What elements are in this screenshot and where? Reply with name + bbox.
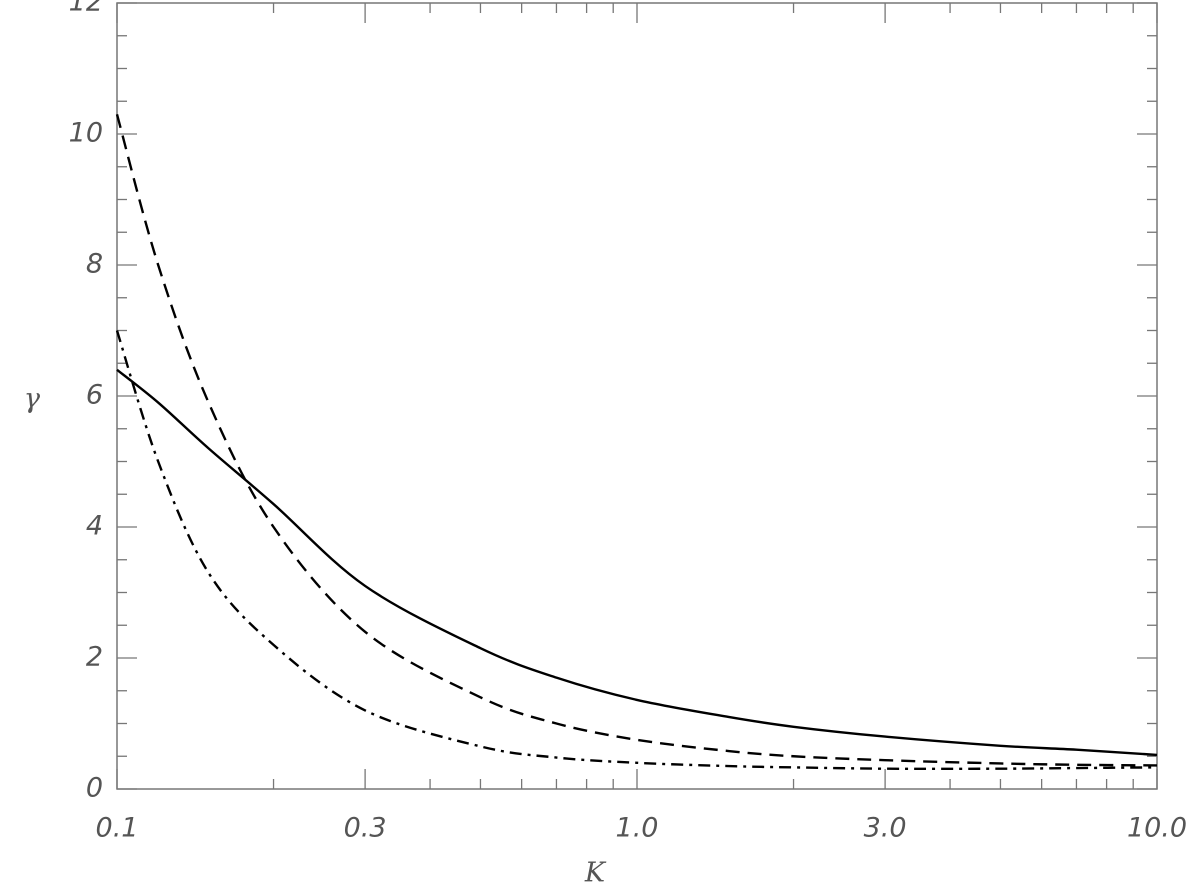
x-axis-label: K bbox=[584, 858, 607, 889]
x-tick-label: 0.1 bbox=[96, 813, 139, 844]
series-line bbox=[115, 330, 1158, 771]
series-line bbox=[116, 368, 1158, 757]
x-tick-label: 3.0 bbox=[864, 813, 907, 844]
y-tick-label: 6 bbox=[86, 380, 103, 411]
y-tick-label: 8 bbox=[86, 249, 103, 280]
y-tick-label: 4 bbox=[86, 511, 103, 542]
y-tick-label: 0 bbox=[86, 773, 103, 804]
y-tick-label: 2 bbox=[86, 642, 103, 673]
y-axis-label: γ bbox=[24, 384, 41, 415]
plot-frame bbox=[116, 2, 1158, 790]
series-line bbox=[115, 114, 1158, 767]
y-tick-label: 12 bbox=[69, 0, 103, 18]
x-tick-label: 0.3 bbox=[344, 813, 387, 844]
x-tick-label: 10.0 bbox=[1127, 813, 1187, 844]
x-tick-label: 1.0 bbox=[616, 813, 659, 844]
y-tick-label: 10 bbox=[69, 118, 103, 149]
